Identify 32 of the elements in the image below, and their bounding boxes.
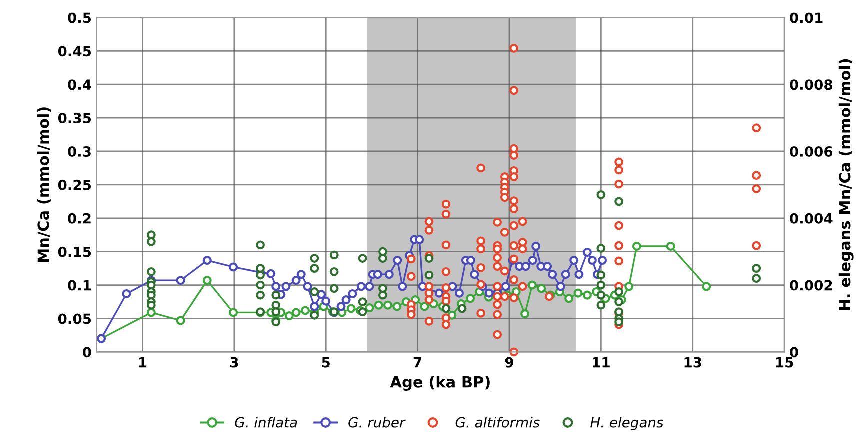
y2-tick-label: 0.004 [790,213,833,224]
y-tick-label: 0.15 [58,246,92,258]
y-axis-title: Mn/Ca (mmol/mol) [37,108,52,262]
y-tick-label: 0.45 [58,46,92,57]
y2-tick-label: 0 [790,347,798,358]
x-tick-label: 15 [776,357,794,368]
x-tick-label: 11 [593,357,610,368]
x-tick-label: 7 [414,357,422,368]
y-tick-label: 0.35 [58,113,92,124]
x-tick-label: 13 [684,357,702,368]
x-tick-label: 5 [322,357,330,368]
y-tick-label: 0.2 [68,213,91,224]
y2-tick-label: 0.006 [790,146,833,157]
y-tick-label: 0.1 [68,280,92,291]
x-tick-label: 1 [139,357,147,368]
y2-axis-title: H. elegans Mn/Ca (mmol/mol) [838,59,854,310]
x-axis-title: Age (ka BP) [390,376,490,391]
legend-label: G. altiformis [456,417,540,428]
legend-label: H. elegans [590,417,664,430]
legend-label: G. inflata [235,417,298,428]
y-tick-label: 0.4 [68,80,92,90]
y-tick-label: 0.3 [68,146,91,157]
y2-tick-label: 0.002 [790,280,832,291]
y-tick-label: 0 [83,347,92,358]
x-tick-label: 9 [505,357,514,368]
y-tick-label: 0.25 [58,180,92,190]
y2-tick-label: 0.01 [790,12,823,24]
y-tick-label: 0.5 [68,12,92,24]
legend-label: G. ruber [348,417,406,428]
x-tick-label: 3 [230,357,238,368]
y-tick-label: 0.05 [58,314,92,324]
y2-tick-label: 0.008 [790,80,832,90]
